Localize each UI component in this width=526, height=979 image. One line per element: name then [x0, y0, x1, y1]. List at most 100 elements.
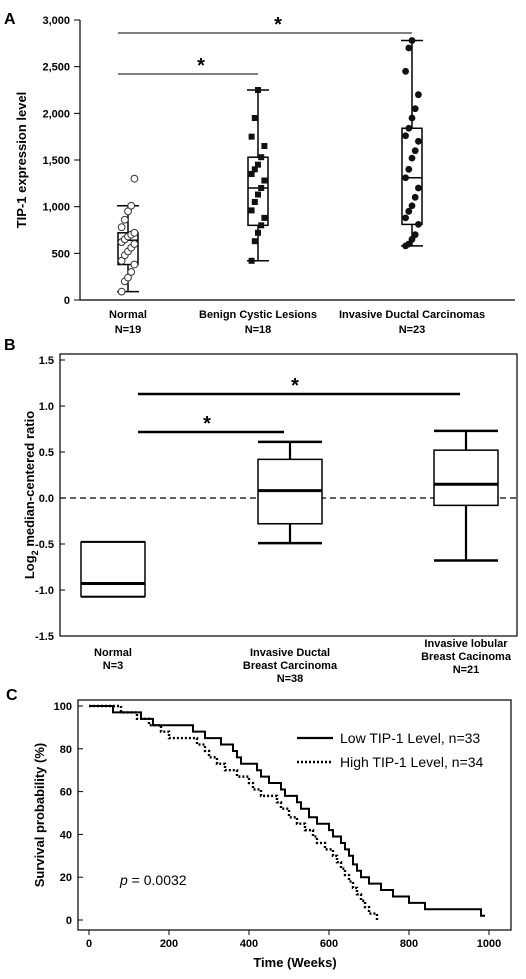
data-point — [130, 240, 139, 248]
data-point — [258, 222, 265, 229]
box-plot-0 — [80, 540, 146, 598]
y-tick-label: 1.0 — [39, 401, 54, 413]
data-point — [255, 87, 261, 93]
data-point — [251, 199, 258, 205]
box-plot-0 — [117, 174, 139, 296]
panel-b-y-title-main: Log — [22, 555, 37, 579]
legend-label: Low TIP-1 Level, n=33 — [340, 730, 480, 746]
data-point — [248, 133, 255, 140]
survival-curve-high — [89, 704, 379, 920]
box-plot-1 — [247, 87, 269, 264]
category-n: N=18 — [245, 324, 272, 336]
data-point — [415, 91, 422, 99]
y-tick-label: 500 — [52, 248, 70, 260]
panel-c-p-value: p = 0.0032 — [119, 872, 187, 888]
y-tick-label: 3,000 — [42, 15, 70, 27]
data-point — [415, 184, 422, 192]
data-point — [255, 161, 261, 168]
data-point — [411, 193, 419, 201]
y-tick-label: 20 — [60, 872, 72, 884]
data-point — [258, 185, 265, 191]
data-point — [120, 215, 129, 224]
y-tick-label: -0.5 — [35, 539, 54, 551]
y-tick-label: 1,500 — [42, 155, 70, 167]
data-point — [408, 37, 416, 44]
x-tick-label: 200 — [160, 938, 178, 950]
data-point — [258, 154, 265, 161]
y-tick-label: 2,000 — [42, 108, 70, 120]
significance-star: * — [197, 55, 205, 77]
category-label: Normal — [109, 309, 147, 321]
box-plot-2 — [433, 429, 499, 562]
data-point — [415, 137, 422, 145]
data-point — [405, 165, 413, 173]
p-value-text: = 0.0032 — [128, 872, 187, 888]
data-point — [411, 105, 419, 113]
y-tick-label: 60 — [60, 787, 72, 799]
data-point — [251, 238, 258, 245]
data-point — [405, 207, 413, 215]
panel-c-x-title: Time (Weeks) — [253, 955, 336, 970]
data-point — [261, 177, 268, 184]
data-point — [408, 114, 416, 122]
panel-b-frame — [59, 353, 518, 637]
panel-b-label: B — [4, 337, 16, 354]
data-point — [251, 115, 258, 121]
data-point — [127, 268, 136, 276]
category-label: Breast Carcinoma — [243, 660, 338, 672]
significance-star: * — [203, 413, 211, 435]
x-tick-label: 800 — [400, 938, 418, 950]
category-label: Normal — [94, 647, 132, 659]
data-point — [255, 229, 261, 236]
y-tick-label: 0.0 — [39, 493, 54, 505]
panel-a-y-title: TIP-1 expression level — [14, 92, 29, 229]
x-tick-label: 600 — [320, 938, 338, 950]
survival-curve-low — [89, 705, 485, 917]
significance-star: * — [291, 375, 299, 397]
category-n: N=19 — [115, 324, 142, 336]
data-point — [415, 221, 422, 228]
data-point — [405, 44, 413, 52]
category-label: N=21 — [453, 664, 480, 676]
data-point — [261, 214, 268, 221]
category-label: Invasive Ductal Carcinomas — [339, 309, 485, 321]
box-plot-2 — [401, 37, 423, 250]
category-label: Invasive lobular — [424, 638, 508, 650]
iqr-box — [80, 541, 146, 598]
y-tick-label: -1.0 — [35, 585, 54, 597]
y-tick-label: 1.5 — [39, 355, 54, 367]
y-tick-label: 2,500 — [42, 62, 70, 74]
data-point — [130, 260, 139, 269]
x-tick-label: 400 — [240, 938, 258, 950]
data-point — [117, 287, 126, 296]
y-tick-label: -1.5 — [35, 631, 54, 643]
box-plot-1 — [257, 440, 323, 545]
panel-c-label: C — [6, 687, 18, 704]
category-label: Breast Cacinoma — [421, 651, 512, 663]
y-tick-label: 0 — [64, 295, 70, 307]
data-point — [402, 132, 409, 140]
category-label: N=3 — [103, 660, 124, 672]
data-point — [402, 214, 409, 222]
legend-label: High TIP-1 Level, n=34 — [340, 754, 484, 770]
data-point — [130, 228, 139, 237]
panel-b-y-title-subscript: 2 — [30, 550, 40, 555]
data-point — [251, 166, 258, 173]
data-point — [130, 174, 139, 183]
data-point — [261, 143, 268, 149]
data-point — [127, 201, 136, 210]
data-point — [411, 231, 419, 239]
p-symbol: p — [119, 872, 128, 888]
y-tick-label: 40 — [60, 829, 72, 841]
panel-c-y-title: Survival probability (%) — [32, 743, 47, 887]
data-point — [117, 223, 126, 232]
data-point — [248, 171, 255, 177]
data-point — [408, 202, 416, 210]
iqr-box — [433, 449, 499, 507]
y-tick-label: 80 — [60, 744, 72, 756]
panel-b: B -1.5 -1.0 -0.5 0.0 0.5 1.0 1.5 Log2 median-c… — [4, 337, 518, 685]
x-tick-label: 1000 — [477, 938, 501, 950]
data-point — [402, 67, 409, 75]
